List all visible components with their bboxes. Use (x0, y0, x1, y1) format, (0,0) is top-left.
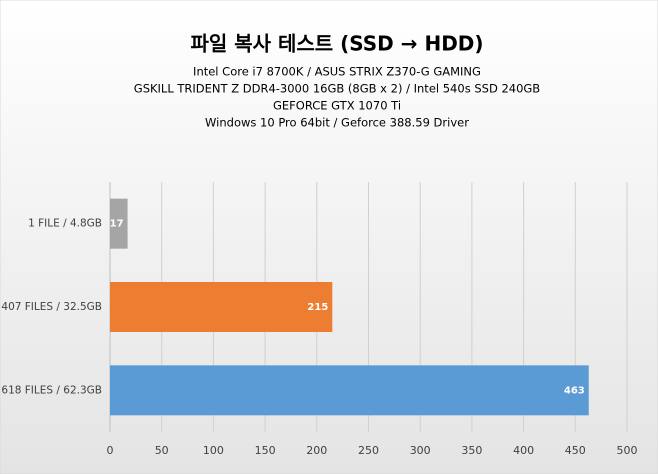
subtitle-line: GSKILL TRIDENT Z DDR4-3000 16GB (8GB x 2… (134, 82, 541, 96)
y-tick-label: 1 FILE / 4.8GB (28, 218, 102, 230)
y-tick-label: 618 FILES / 62.3GB (1, 384, 102, 396)
y-tick-label: 407 FILES / 32.5GB (1, 301, 102, 313)
x-tick-label: 450 (565, 444, 586, 457)
x-tick-label: 200 (306, 444, 327, 457)
bar (110, 198, 128, 249)
subtitle-line: Windows 10 Pro 64bit / Geforce 388.59 Dr… (205, 116, 469, 130)
subtitle-line: GEFORCE GTX 1070 Ti (273, 99, 401, 113)
x-tick-label: 400 (513, 444, 534, 457)
x-tick-label: 350 (461, 444, 482, 457)
x-tick-label: 50 (155, 444, 169, 457)
subtitle-line: Intel Core i7 8700K / ASUS STRIX Z370-G … (193, 65, 481, 79)
x-tick-label: 100 (203, 444, 224, 457)
x-tick-label: 0 (107, 444, 114, 457)
x-tick-label: 500 (617, 444, 638, 457)
chart-title: 파일 복사 테스트 (SSD → HDD) (190, 32, 483, 56)
bar (110, 365, 589, 416)
x-tick-label: 300 (410, 444, 431, 457)
x-tick-label: 150 (255, 444, 276, 457)
data-label: 463 (564, 385, 585, 396)
data-label: 215 (307, 302, 328, 313)
bar (110, 282, 333, 332)
x-tick-label: 250 (358, 444, 379, 457)
data-label: 17 (110, 219, 124, 230)
